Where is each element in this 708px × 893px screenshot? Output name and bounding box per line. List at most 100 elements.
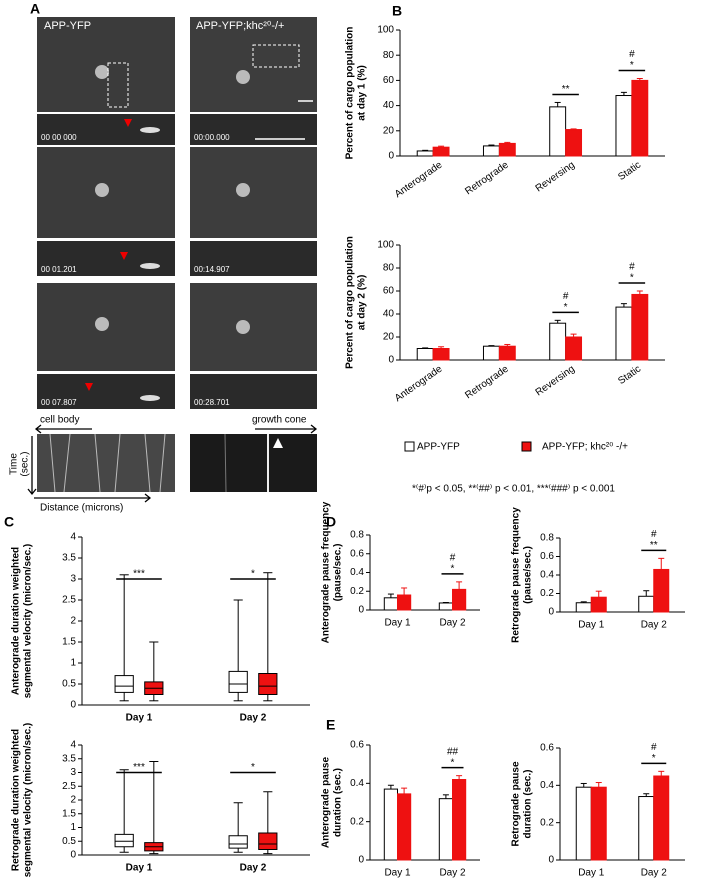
box bbox=[258, 673, 278, 695]
panel-letter: A bbox=[30, 1, 40, 17]
timestamp: 00:00.000 bbox=[194, 133, 230, 142]
significance-mark: *** bbox=[133, 762, 145, 773]
cell bbox=[95, 183, 109, 197]
image bbox=[37, 241, 175, 276]
timestamp: 00:28.701 bbox=[194, 398, 230, 407]
y-axis-label: duration (sec.) bbox=[523, 770, 534, 839]
y-tick-label: 2.5 bbox=[62, 781, 76, 792]
significance-mark: # bbox=[651, 742, 657, 753]
x-tick-label: Day 2 bbox=[439, 868, 466, 879]
significance-mark: * bbox=[630, 60, 634, 71]
y-axis-label: at day 1 (%) bbox=[357, 65, 368, 121]
x-tick-label: Day 2 bbox=[641, 868, 668, 879]
x-tick-label: Static bbox=[616, 160, 643, 183]
y-axis-label: Anterograde pause frequency bbox=[321, 501, 332, 643]
panel-letter: D bbox=[326, 514, 336, 530]
y-tick-label: 0 bbox=[70, 850, 76, 861]
timestamp: 00 00 000 bbox=[41, 133, 77, 142]
axis-label: Distance (microns) bbox=[40, 503, 123, 514]
axis-label: Time bbox=[9, 453, 20, 475]
image bbox=[190, 147, 317, 238]
panel-letter: E bbox=[326, 717, 335, 733]
cell bbox=[236, 70, 250, 84]
image bbox=[37, 374, 175, 409]
y-tick-label: 40 bbox=[383, 309, 395, 320]
y-tick-label: 0.4 bbox=[540, 780, 554, 791]
y-tick-label: 0.2 bbox=[350, 586, 364, 597]
y-tick-label: 2 bbox=[70, 795, 76, 806]
y-tick-label: 0.4 bbox=[350, 778, 364, 789]
box bbox=[228, 670, 248, 693]
y-axis-label: Anterograde pause bbox=[321, 756, 332, 848]
image-title: APP-YFP;khc²⁰-/+ bbox=[196, 20, 284, 32]
y-tick-label: 1.5 bbox=[62, 808, 76, 819]
significance-mark: # bbox=[629, 262, 635, 273]
image bbox=[37, 17, 175, 112]
bar bbox=[432, 348, 450, 361]
bar bbox=[452, 588, 467, 611]
kymograph-traces bbox=[49, 433, 269, 493]
bar bbox=[432, 146, 450, 157]
significance-mark: * bbox=[251, 569, 255, 580]
box bbox=[114, 675, 134, 693]
y-tick-label: 0 bbox=[548, 855, 554, 866]
cell bbox=[236, 320, 250, 334]
axis-note: cell body bbox=[40, 415, 79, 426]
bar bbox=[498, 345, 516, 361]
y-axis-label: Retrograde pause frequency bbox=[511, 507, 522, 643]
image bbox=[190, 114, 317, 145]
y-tick-label: 0.6 bbox=[350, 740, 364, 751]
bar bbox=[438, 798, 453, 861]
bar bbox=[498, 142, 516, 157]
bar bbox=[482, 345, 500, 361]
bar bbox=[565, 129, 583, 157]
x-tick-label: Anterograde bbox=[393, 159, 445, 200]
significance-mark: * bbox=[564, 302, 568, 313]
y-tick-label: 0.4 bbox=[350, 567, 364, 578]
kymograph bbox=[37, 434, 175, 492]
bar bbox=[653, 775, 670, 861]
y-tick-label: 0 bbox=[548, 607, 554, 618]
image bbox=[190, 374, 317, 409]
bar bbox=[416, 150, 434, 157]
significance-mark: * bbox=[630, 273, 634, 284]
y-tick-label: 20 bbox=[383, 125, 395, 136]
y-tick-label: 0.4 bbox=[540, 570, 554, 581]
y-tick-label: 0.2 bbox=[540, 817, 554, 828]
arrowhead bbox=[85, 383, 93, 391]
bar bbox=[397, 594, 412, 611]
y-axis-label: segmental velocity (micron/sec.) bbox=[23, 544, 34, 699]
legend-swatch bbox=[521, 441, 532, 452]
y-axis-label: (pause/sec.) bbox=[523, 546, 534, 604]
axis-label: (sec.) bbox=[20, 452, 31, 477]
bar bbox=[482, 145, 500, 157]
footnote: *⁽#⁾p < 0.05, **⁽##⁾ p < 0.01, ***⁽###⁾ … bbox=[412, 484, 615, 495]
y-tick-label: 3 bbox=[70, 574, 76, 585]
legend-label: APP-YFP bbox=[417, 442, 460, 453]
y-tick-label: 0 bbox=[358, 605, 364, 616]
arrows bbox=[27, 424, 318, 503]
y-tick-label: 0.6 bbox=[540, 551, 554, 562]
timestamp: 00 01.201 bbox=[41, 265, 77, 274]
y-axis-label: Retrograde pause bbox=[511, 761, 522, 846]
bar bbox=[549, 322, 567, 361]
bar bbox=[615, 306, 633, 361]
x-tick-label: Day 1 bbox=[384, 868, 411, 879]
box bbox=[258, 832, 278, 850]
y-tick-label: 0.5 bbox=[62, 679, 76, 690]
significance-mark: # bbox=[629, 49, 635, 60]
cell bbox=[236, 183, 250, 197]
y-tick-label: 0.6 bbox=[540, 743, 554, 754]
x-tick-label: Day 2 bbox=[240, 713, 267, 724]
panel-letter: B bbox=[392, 3, 402, 19]
kymograph bbox=[190, 434, 317, 492]
y-tick-label: 100 bbox=[377, 240, 394, 251]
x-tick-label: Retrograde bbox=[463, 159, 511, 197]
y-tick-label: 2 bbox=[70, 616, 76, 627]
bar bbox=[638, 595, 655, 613]
image bbox=[190, 241, 317, 276]
box bbox=[228, 835, 248, 849]
image-title: APP-YFP bbox=[44, 20, 91, 32]
bar bbox=[638, 796, 655, 861]
x-tick-label: Day 2 bbox=[641, 620, 668, 631]
